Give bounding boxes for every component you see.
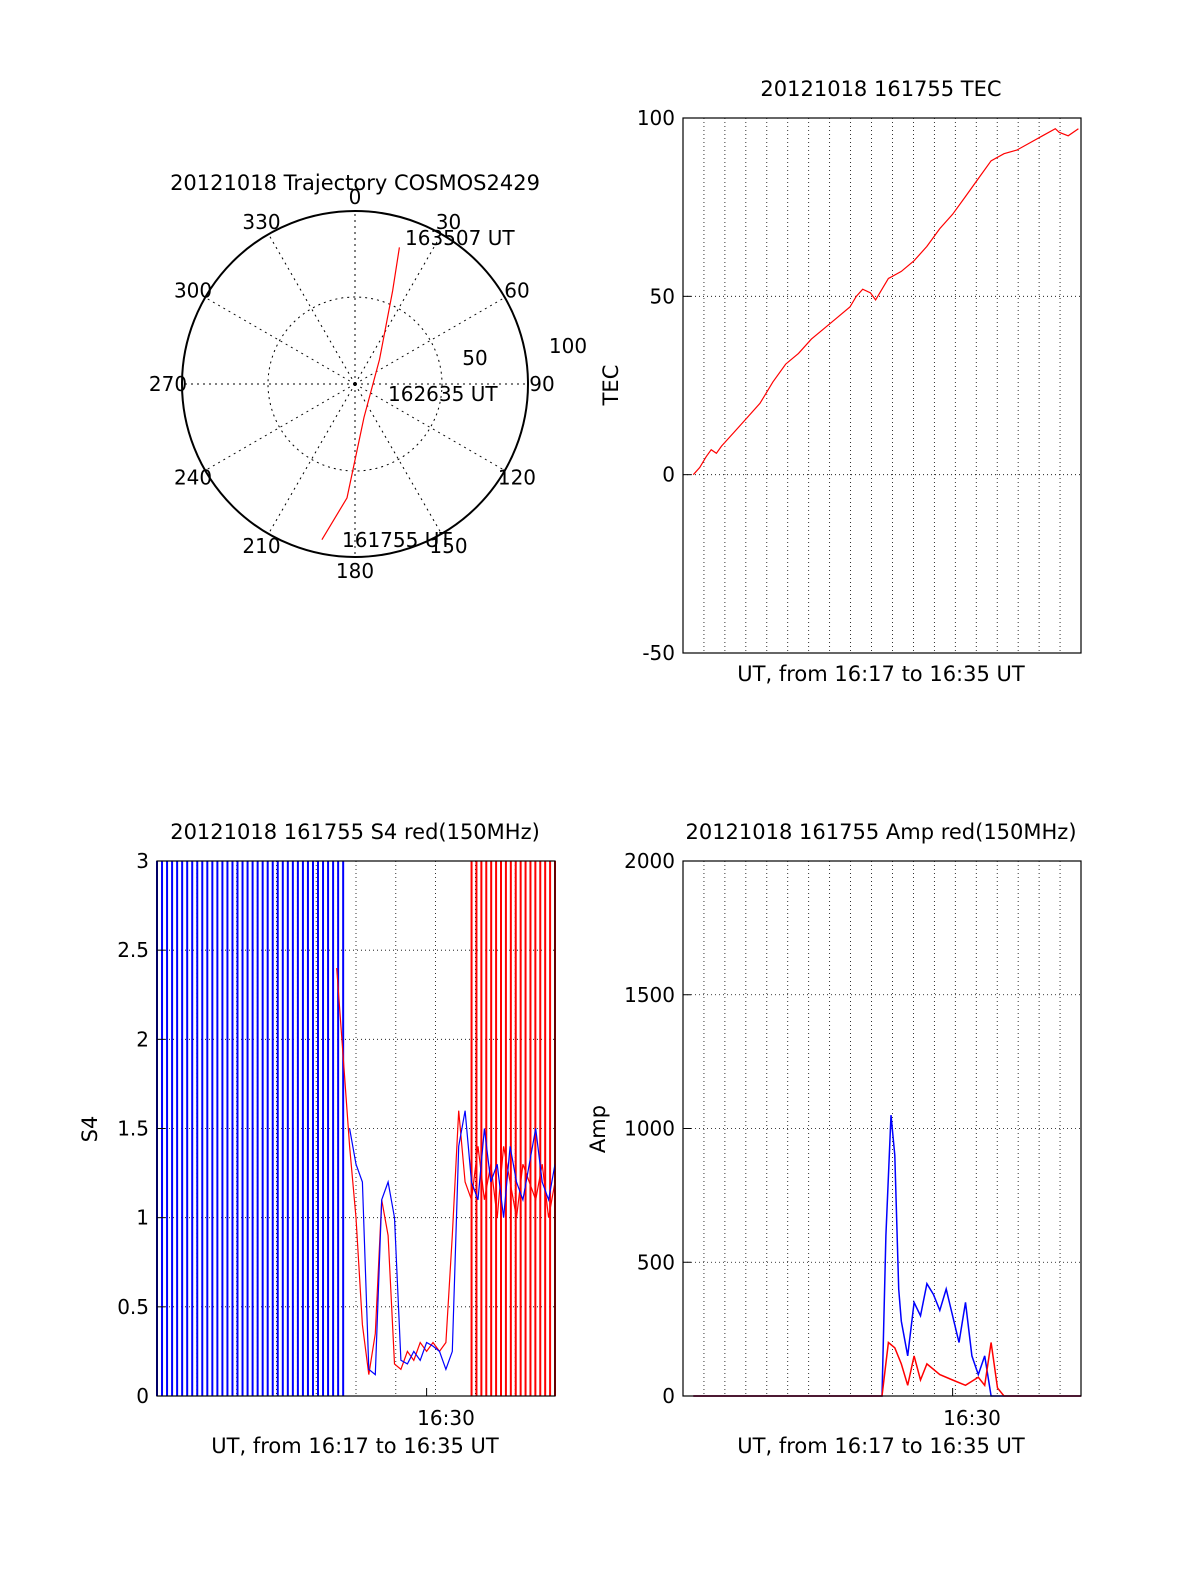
tec-series-line	[692, 127, 1079, 476]
y-tick-label: 0	[662, 463, 675, 487]
tec-y-ticks: -50 0 50 100	[637, 106, 691, 665]
polar-ring-label-50: 50	[462, 346, 487, 370]
s4-y-label: S4	[78, 1116, 102, 1143]
polar-angle-label-180: 180	[336, 559, 374, 583]
polar-angle-label-270: 270	[149, 372, 187, 396]
s4-chart: 20121018 161755 S4 red(150MHz) 0 0.5 1 1.5 2…	[78, 820, 556, 1458]
s4-x-label: UT, from 16:17 to 16:35 UT	[211, 1434, 499, 1458]
tec-grid	[683, 117, 1081, 654]
polar-trajectory-chart: 20121018 Trajectory COSMOS2429 0 30 60 90 12…	[149, 171, 587, 583]
polar-angle-label-300: 300	[174, 279, 212, 303]
trajectory-line	[321, 247, 400, 541]
s4-series-blue	[349, 1110, 556, 1376]
y-tick-label: 2.5	[117, 938, 149, 962]
polar-angle-label-90: 90	[529, 372, 554, 396]
amp-series-blue	[693, 1115, 1081, 1397]
s4-y-ticks: 0 0.5 1 1.5 2 2.5 3	[117, 849, 428, 1408]
tec-chart: 20121018 161755 TEC -50 0 50 100 UT, from 1…	[599, 77, 1082, 686]
amp-axes-frame	[682, 860, 1082, 1397]
y-tick-label: 1.5	[117, 1117, 149, 1141]
polar-spoke-120	[354, 383, 506, 471]
y-tick-label: 500	[637, 1250, 675, 1274]
y-tick-label: 3	[136, 849, 149, 873]
amp-series-red	[693, 1341, 1081, 1397]
polar-spoke-60	[354, 297, 506, 385]
polar-spoke-210	[268, 383, 356, 535]
y-tick-label: 1000	[624, 1117, 675, 1141]
trajectory-label-start: 161755 UT	[342, 528, 452, 552]
tec-title: 20121018 161755 TEC	[760, 77, 1001, 101]
y-tick-label: 100	[637, 106, 675, 130]
y-tick-label: 2000	[624, 849, 675, 873]
polar-inner-ring	[267, 296, 443, 472]
s4-title: 20121018 161755 S4 red(150MHz)	[170, 820, 540, 844]
polar-title: 20121018 Trajectory COSMOS2429	[170, 171, 540, 195]
y-tick-label: 0	[136, 1384, 149, 1408]
s4-x-tick-label: 16:30	[417, 1406, 475, 1430]
y-tick-label: -50	[642, 641, 675, 665]
tec-axes-frame	[682, 117, 1082, 654]
polar-angle-label-60: 60	[504, 279, 529, 303]
amp-x-tick-label: 16:30	[943, 1406, 1001, 1430]
amp-x-label: UT, from 16:17 to 16:35 UT	[737, 1434, 1025, 1458]
polar-angle-label-150: 150	[429, 534, 467, 558]
polar-ring-label-100: 100	[549, 334, 587, 358]
y-tick-label: 0	[662, 1384, 675, 1408]
polar-angle-label-240: 240	[174, 466, 212, 490]
polar-spoke-150	[354, 383, 442, 535]
polar-angle-label-120: 120	[498, 466, 536, 490]
polar-spoke-330	[268, 233, 356, 385]
y-tick-label: 50	[650, 284, 675, 308]
polar-spoke-300	[204, 297, 356, 385]
tec-x-label: UT, from 16:17 to 16:35 UT	[737, 662, 1025, 686]
polar-angle-labels: 0 30 60 90 120 150 180 210 240 270 300 330	[149, 185, 555, 583]
polar-spoke-240	[204, 383, 356, 471]
tec-y-label: TEC	[599, 365, 623, 407]
amp-chart: 20121018 161755 Amp red(150MHz) 0 500 1000…	[586, 820, 1082, 1458]
amp-title: 20121018 161755 Amp red(150MHz)	[685, 820, 1076, 844]
trajectory-label-end: 163507 UT	[405, 226, 515, 250]
polar-outer-circle	[181, 210, 529, 558]
s4-series-red	[336, 967, 556, 1375]
amp-y-ticks: 0 500 1000 1500 2000	[624, 849, 954, 1408]
amp-y-label: Amp	[586, 1105, 610, 1153]
y-tick-label: 0.5	[117, 1295, 149, 1319]
polar-angle-label-30: 30	[436, 210, 461, 234]
y-tick-label: 2	[136, 1027, 149, 1051]
polar-spokes	[182, 211, 528, 557]
trajectory-label-mid: 162635 UT	[388, 382, 498, 406]
polar-angle-label-0: 0	[349, 185, 362, 209]
polar-angle-label-330: 330	[242, 210, 280, 234]
polar-spoke-30	[354, 233, 442, 385]
y-tick-label: 1500	[624, 983, 675, 1007]
amp-grid	[683, 860, 1081, 1397]
y-tick-label: 1	[136, 1206, 149, 1230]
polar-angle-label-210: 210	[242, 534, 280, 558]
